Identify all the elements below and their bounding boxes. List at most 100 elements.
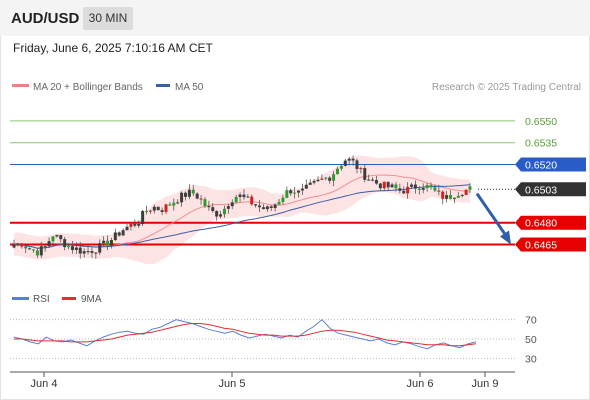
price-tag-0.6520: 0.6520	[515, 157, 586, 172]
candle-body	[312, 181, 316, 183]
candle	[78, 241, 82, 259]
candle	[238, 192, 242, 203]
rsi-line	[13, 319, 477, 350]
candle-body	[152, 206, 156, 211]
candle-body	[269, 206, 273, 209]
candle	[176, 199, 180, 205]
candle-body	[374, 180, 378, 184]
candle-body	[378, 183, 382, 189]
candle-body	[74, 247, 78, 250]
candle-body	[226, 206, 230, 209]
candle-body	[145, 210, 149, 212]
candle-body	[121, 230, 125, 236]
legend-rsi-swatch	[12, 297, 29, 300]
candle	[28, 247, 32, 250]
candle-body	[398, 188, 402, 191]
candle	[449, 190, 453, 200]
candle-body	[86, 251, 90, 253]
candle	[378, 182, 382, 191]
candle-body	[433, 187, 437, 191]
price-tag-0.6503: 0.6503	[515, 182, 586, 197]
candle	[441, 190, 445, 205]
candle-body	[51, 236, 55, 242]
candle	[219, 210, 223, 219]
rsi-tick-label: 50	[525, 334, 537, 346]
candle-body	[328, 177, 332, 181]
candle	[43, 244, 47, 252]
candle	[363, 164, 367, 183]
candle	[343, 158, 347, 167]
candle	[164, 203, 168, 215]
candle	[304, 179, 308, 189]
candle	[230, 199, 234, 210]
candle	[254, 204, 258, 208]
candle	[55, 234, 59, 238]
candle-body	[55, 235, 59, 237]
candle	[371, 177, 375, 182]
candle-body	[176, 202, 180, 204]
candle-body	[456, 195, 460, 198]
price-tag-0.6465: 0.6465	[515, 237, 586, 252]
candle-body	[417, 188, 421, 190]
ma50-line	[13, 184, 471, 249]
candle-body	[215, 211, 219, 217]
candle-body	[468, 186, 472, 190]
candle-body	[129, 223, 133, 227]
candle	[59, 234, 63, 243]
legend-ma50-label: MA 50	[175, 82, 204, 93]
candle	[429, 182, 433, 190]
pair-title: AUD/USD	[11, 10, 80, 27]
legend-ma20-label: MA 20 + Bollinger Bands	[33, 82, 143, 93]
candle	[308, 179, 312, 186]
candle-body	[43, 246, 47, 248]
candle-body	[160, 210, 164, 212]
price-tag-bg	[515, 237, 586, 252]
candle-body	[242, 194, 246, 198]
candle-body	[183, 192, 187, 197]
credit-label: Research © 2025 Trading Central	[432, 82, 581, 93]
candle	[125, 223, 129, 231]
candle-body	[254, 204, 258, 206]
candle	[168, 202, 172, 206]
price-tag-bg	[515, 182, 586, 197]
candle-body	[168, 204, 172, 206]
candle	[359, 166, 363, 174]
legend-ma50-swatch	[156, 84, 170, 87]
candle	[374, 176, 378, 185]
candle	[152, 204, 156, 214]
candle	[31, 248, 35, 253]
candle	[86, 245, 90, 255]
candle-body	[445, 195, 449, 199]
rsi-tick-label: 30	[525, 353, 537, 365]
candle-body	[441, 191, 445, 199]
candle-body	[246, 196, 250, 198]
candle-body	[429, 185, 433, 188]
candle-body	[203, 199, 207, 207]
candle-body	[16, 243, 20, 245]
candle	[332, 171, 336, 187]
candle-body	[343, 160, 347, 166]
candle-body	[39, 246, 43, 256]
candle	[47, 237, 51, 248]
timeframe-button[interactable]: 30 MIN	[83, 7, 133, 30]
candle-body	[133, 223, 137, 226]
candle-body	[402, 190, 406, 194]
candle	[312, 178, 316, 185]
candle-body	[359, 168, 363, 170]
legend-rsi-label: RSI	[33, 294, 50, 305]
candle	[70, 240, 74, 254]
candle-body	[410, 184, 414, 187]
candle	[297, 190, 301, 198]
candle-body	[195, 193, 199, 199]
candle-body	[47, 241, 51, 247]
candle-body	[82, 251, 86, 254]
candle-body	[304, 184, 308, 189]
candle-body	[300, 188, 304, 191]
candle-body	[316, 179, 320, 182]
candle-body	[117, 232, 121, 236]
candle	[20, 242, 24, 249]
candle	[226, 203, 230, 214]
candle-body	[211, 207, 215, 212]
candle-body	[59, 235, 63, 240]
candle-body	[98, 243, 102, 253]
